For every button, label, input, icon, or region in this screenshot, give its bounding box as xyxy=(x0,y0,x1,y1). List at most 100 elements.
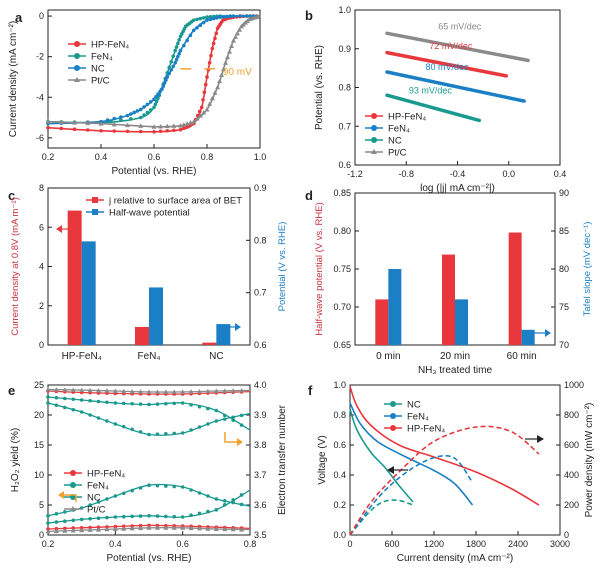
panel-a-ylabel: Current density (mA cm⁻²) xyxy=(8,21,19,137)
panel-d-bar xyxy=(375,299,389,345)
panel-b-series-line xyxy=(385,93,482,123)
panel-e-series-marker xyxy=(130,488,134,493)
panel-a-series-marker xyxy=(199,105,204,110)
panel-c-bar xyxy=(81,241,96,345)
panel-a-legend-marker xyxy=(74,41,80,47)
panel-e-series-marker xyxy=(164,431,168,436)
panel-e-series-marker xyxy=(46,401,50,405)
panel-a-series-marker xyxy=(178,48,183,53)
panel-e-series-marker xyxy=(96,416,101,420)
panel-a-series-marker xyxy=(72,120,77,125)
panel-a-series-marker xyxy=(204,106,210,112)
panel-e-series-marker xyxy=(180,401,185,405)
panel-a-series-marker xyxy=(125,122,130,128)
panel-a-series-marker xyxy=(119,118,123,122)
panel-f-legend-marker xyxy=(390,401,396,407)
panel-e-series-marker xyxy=(121,424,126,429)
panel-a-series-marker xyxy=(195,25,199,30)
panel-f-legend-marker xyxy=(390,425,396,431)
panel-b-x-tick-label: -0.4 xyxy=(450,169,466,179)
panel-e-series-marker xyxy=(171,525,177,530)
panel-a-series-marker xyxy=(158,89,162,94)
panel-e-series-marker xyxy=(164,484,168,488)
panel-f-polarization-curve xyxy=(349,402,474,506)
panel-f-left-arrow xyxy=(387,466,394,474)
panel-e-series-marker xyxy=(113,401,118,405)
panel-a-series-marker xyxy=(215,84,221,90)
panel-e-series-marker xyxy=(206,422,210,426)
panel-a-series-marker xyxy=(158,129,163,134)
panel-e-series-marker xyxy=(180,485,185,489)
panel-e-series-marker xyxy=(206,494,210,498)
panel-f-x-tick-label: 1800 xyxy=(466,539,486,549)
panel-e-series-marker xyxy=(96,527,101,532)
panel-c-bar xyxy=(135,326,149,345)
panel-a-series-marker xyxy=(201,16,206,20)
panel-f-ylabel-right: Power density (mW cm⁻²) xyxy=(584,403,595,518)
panel-f-polarization-curve xyxy=(349,408,414,503)
panel-a-series-marker xyxy=(105,118,110,122)
panel-e-series-marker xyxy=(239,493,244,497)
panel-e-series-marker xyxy=(206,406,210,411)
panel-a-series-marker xyxy=(231,37,236,43)
panel-e-series-marker xyxy=(163,525,169,530)
panel-e-series-marker xyxy=(222,503,227,507)
panel-a-series-marker xyxy=(154,94,158,99)
panel-c-y2-tick-label: 0.7 xyxy=(254,288,267,298)
panel-a-legend-label: HP-FeN₄ xyxy=(91,40,129,51)
panel-e-series-marker xyxy=(222,499,227,503)
panel-e-series-marker xyxy=(163,389,169,394)
panel-a-series-marker xyxy=(207,101,213,106)
panel-e-x-tick-label: 0.8 xyxy=(244,539,257,549)
panel-a-series-marker xyxy=(85,120,91,126)
panel-d-y-tick-label: 0.85 xyxy=(333,188,351,198)
panel-e-series-marker xyxy=(130,401,134,406)
panel-e-series-marker xyxy=(239,502,244,507)
panel-e-series-marker xyxy=(70,387,76,392)
panel-e-y-tick-label: 25 xyxy=(34,380,44,390)
panel-e-legend-marker xyxy=(70,506,76,511)
panel-c-ylabel-right: Potential (V vs. RHE) xyxy=(277,222,288,312)
panel-e-series-marker xyxy=(189,428,193,432)
panel-e-series-marker xyxy=(206,509,210,514)
panel-e-y-tick-label: 20 xyxy=(34,410,44,420)
panel-b-legend-marker xyxy=(371,137,377,143)
panel-e-series-marker xyxy=(180,515,185,519)
panel-e-series-marker xyxy=(155,432,160,436)
panel-a-series-marker xyxy=(173,60,177,65)
panel-a-series-marker xyxy=(132,110,136,115)
panel-e-series-marker xyxy=(88,413,92,417)
panel-e-series-marker xyxy=(46,395,50,399)
panel-a-series-marker xyxy=(135,109,140,113)
panel-a-legend-marker xyxy=(74,65,80,71)
panel-e-series-marker xyxy=(88,398,92,403)
panel-f-legend-label: FeN₄ xyxy=(407,412,429,423)
panel-d-bar xyxy=(521,329,535,345)
panel-e-series-marker xyxy=(138,389,144,394)
panel-e-series-marker xyxy=(138,430,143,434)
panel-c-y-tick-label: 0 xyxy=(39,340,44,350)
panel-e-series-marker xyxy=(197,404,202,409)
panel-b-x-tick-label: 0.0 xyxy=(502,169,515,179)
panel-a-series-marker xyxy=(153,102,158,107)
panel-a-series-marker xyxy=(198,16,203,21)
panel-e-left-indicator-head xyxy=(58,491,64,499)
panel-b-legend-label: NC xyxy=(388,136,402,147)
panel-e-series-marker xyxy=(213,526,219,531)
panel-e-series-marker xyxy=(172,514,177,519)
panel-e-series-marker xyxy=(155,514,160,518)
panel-e-series-marker xyxy=(88,517,92,521)
panel-e-series-marker xyxy=(180,525,186,530)
panel-e-series-marker xyxy=(138,525,144,531)
panel-d-right-arrow xyxy=(545,329,551,337)
panel-b-slope-label: 65 mV/dec xyxy=(438,21,482,31)
panel-a-series-marker xyxy=(202,90,207,94)
panel-e-series-marker xyxy=(121,491,126,496)
panel-e-series-marker xyxy=(96,399,101,404)
panel-e-series-marker xyxy=(231,500,235,505)
panel-e-series-marker xyxy=(79,387,85,393)
panel-a-series-marker xyxy=(236,27,242,32)
panel-e-series-marker xyxy=(155,483,160,488)
panel-e-series-marker xyxy=(231,498,235,502)
panel-e-series-marker xyxy=(63,396,67,401)
